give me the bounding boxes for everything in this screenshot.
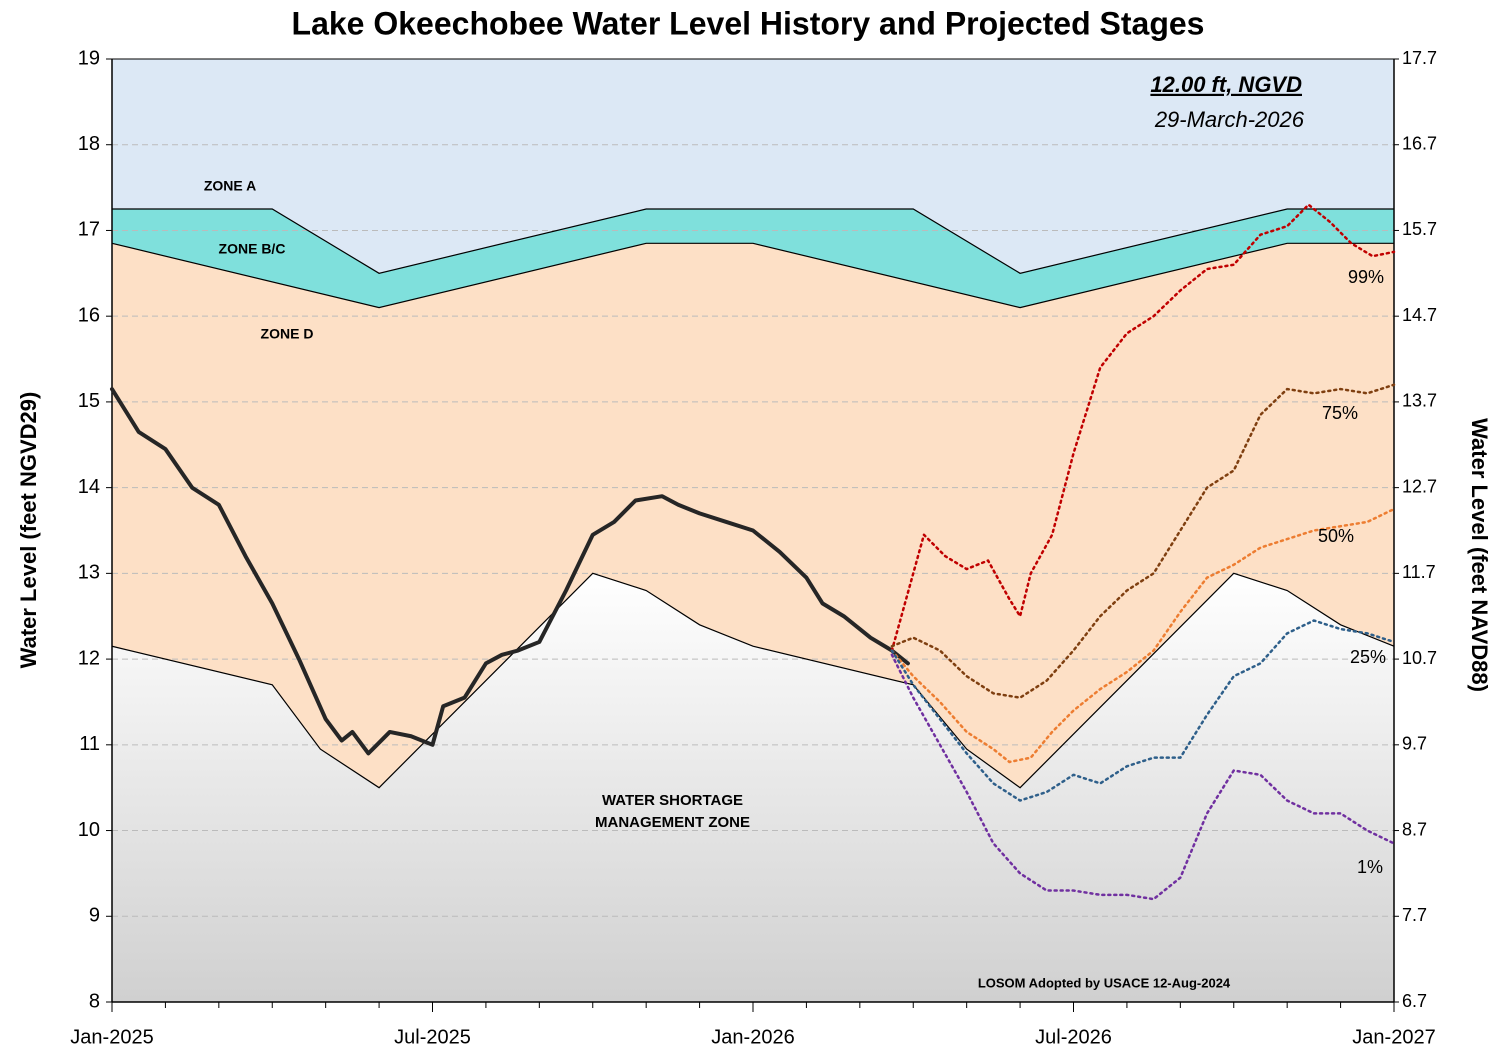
y2-axis-title: Water Level (feet NAVD88) [1467,418,1492,692]
y-tick-label: 13 [78,562,100,584]
zone-label: ZONE B/C [219,241,286,257]
y-tick-label: 12 [78,647,100,669]
y2-tick-label: 11.7 [1402,562,1436,582]
y2-tick-label: 6.7 [1402,991,1427,1011]
note: LOSOM Adopted by USACE 12-Aug-2024 [978,975,1231,990]
x-tick-label: Jul-2025 [394,1026,471,1048]
y2-tick-label: 10.7 [1402,648,1437,668]
y-tick-label: 19 [78,47,100,69]
y-tick-label: 15 [78,390,100,412]
x-tick-label: Jul-2026 [1035,1026,1112,1048]
zone-fill [112,243,1394,788]
chart-title: Lake Okeechobee Water Level History and … [292,5,1205,41]
y-tick-label: 9 [89,905,100,927]
zone-fill [112,209,1394,308]
series-label: 1% [1357,857,1383,877]
zone-label: ZONE D [261,326,314,342]
zone-fill [112,573,1394,1002]
stage-label: 12.00 ft, NGVD [1150,72,1302,97]
projection-line [890,619,1396,802]
stage-date: 29-March-2026 [1154,107,1305,132]
zone-label: WATER SHORTAGE MANAGEMENT ZONE [595,792,750,831]
y2-tick-label: 13.7 [1402,391,1437,411]
zone-boundary [111,242,1394,309]
y2-tick-label: 12.7 [1402,476,1437,496]
projection-line [890,653,1396,901]
y2-tick-label: 15.7 [1402,219,1437,239]
y-tick-label: 10 [78,819,100,841]
y-tick-label: 14 [78,476,100,498]
projection-line [890,203,1396,652]
y-tick-label: 18 [78,133,100,155]
y2-tick-label: 17.7 [1402,48,1437,68]
x-tick-label: Jan-2026 [711,1026,794,1048]
zone-boundary [111,572,1395,789]
series-label: 99% [1348,267,1384,287]
y2-tick-label: 14.7 [1402,305,1437,325]
y-tick-label: 16 [78,304,100,326]
zone-boundary [112,208,1394,274]
series-label: 25% [1350,647,1386,667]
projection-line [890,383,1396,699]
history-line [110,387,910,756]
zone-fill [112,59,1394,274]
x-tick-label: Jan-2025 [70,1026,153,1048]
y2-tick-label: 9.7 [1402,734,1427,754]
zone-label: ZONE A [204,178,256,194]
series-label: 50% [1318,526,1354,546]
y2-tick-label: 8.7 [1402,819,1427,839]
projection-line [890,507,1396,764]
series-label: 75% [1322,403,1358,423]
y2-tick-label: 7.7 [1402,905,1427,925]
y-axis-title: Water Level (feet NGVD29) [16,392,41,669]
y-tick-label: 8 [89,990,100,1012]
y-tick-label: 17 [78,219,100,241]
y2-tick-label: 16.7 [1402,133,1437,153]
y-tick-label: 11 [79,733,100,755]
x-tick-label: Jan-2027 [1352,1026,1435,1048]
